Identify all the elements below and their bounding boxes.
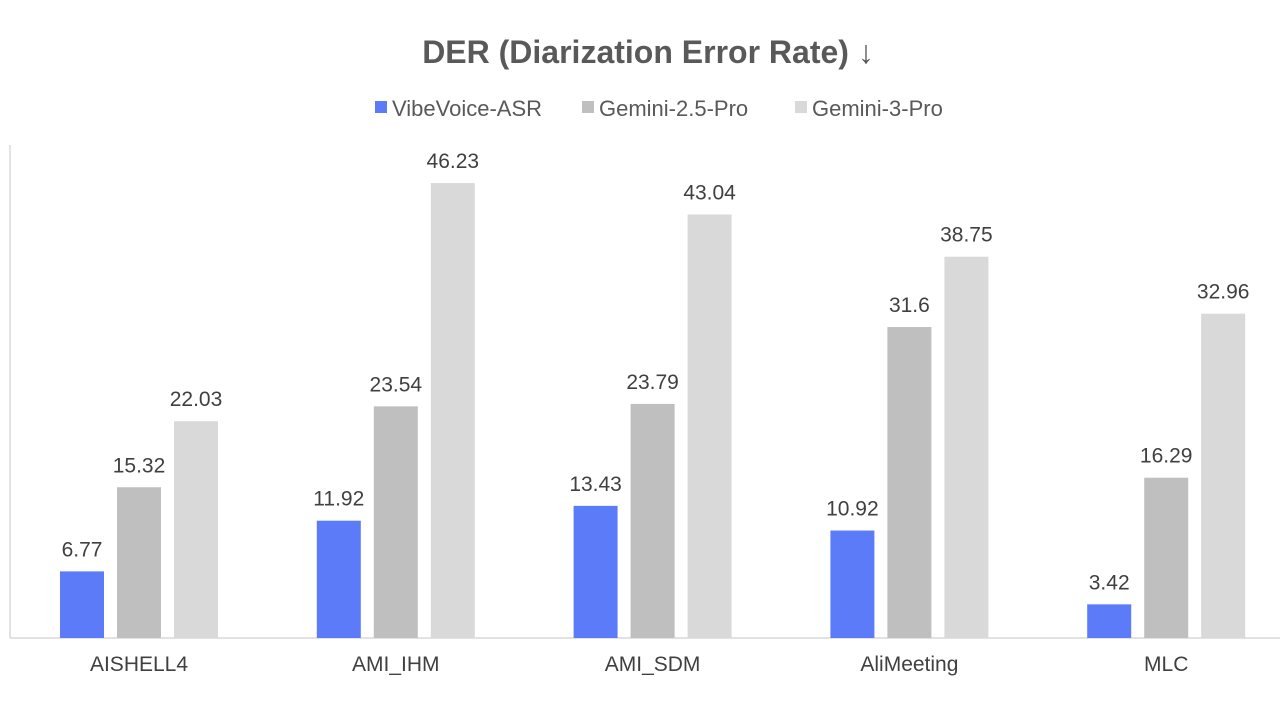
data-label: 22.03: [170, 388, 223, 411]
bar: [1201, 313, 1246, 638]
data-label: 3.42: [1089, 571, 1130, 594]
data-label: 11.92: [313, 488, 364, 511]
x-tick-label: MLC: [1144, 653, 1188, 676]
bar: [316, 520, 361, 638]
legend-label: Gemini-3-Pro: [812, 96, 943, 121]
data-label: 6.77: [62, 538, 103, 561]
legend-swatch: [375, 101, 387, 113]
data-label: 43.04: [683, 181, 736, 204]
bar: [430, 183, 475, 638]
data-label: 38.75: [940, 224, 993, 247]
bar: [1144, 477, 1189, 638]
data-label: 23.54: [370, 373, 423, 396]
bar: [687, 214, 732, 639]
bar: [830, 530, 875, 638]
data-label: 32.96: [1197, 281, 1250, 304]
data-label: 16.29: [1140, 445, 1193, 468]
bar: [630, 403, 675, 638]
category-labels: AISHELL4 AMI_IHM AMI_SDM AliMeeting MLC: [90, 653, 1188, 676]
data-label: 13.43: [569, 473, 622, 496]
bar: [944, 256, 989, 638]
data-label: 23.79: [626, 371, 679, 394]
legend-label: VibeVoice-ASR: [392, 96, 542, 121]
x-tick-label: AMI_IHM: [352, 653, 440, 676]
x-tick-label: AliMeeting: [860, 653, 958, 676]
legend: VibeVoice-ASR Gemini-2.5-Pro Gemini-3-Pro: [375, 96, 943, 121]
legend-label: Gemini-2.5-Pro: [599, 96, 748, 121]
chart-title: DER (Diarization Error Rate) ↓: [422, 34, 874, 70]
data-label: 31.6: [889, 294, 930, 317]
data-label: 46.23: [427, 150, 480, 173]
bar: [60, 571, 104, 638]
bar: [1087, 604, 1132, 638]
bar: [573, 505, 618, 638]
bars: 6.77 15.32 22.03 11.92 23.54 46.23 13.43 23.79 4…: [60, 150, 1250, 639]
x-tick-label: AMI_SDM: [605, 653, 701, 676]
bar: [117, 487, 161, 638]
data-label: 10.92: [826, 498, 879, 521]
legend-swatch: [582, 101, 594, 113]
data-label: 15.32: [113, 454, 166, 477]
bar: [373, 406, 418, 638]
legend-swatch: [795, 101, 807, 113]
x-tick-label: AISHELL4: [90, 653, 188, 676]
bar: [887, 327, 932, 638]
bar: [174, 421, 218, 638]
